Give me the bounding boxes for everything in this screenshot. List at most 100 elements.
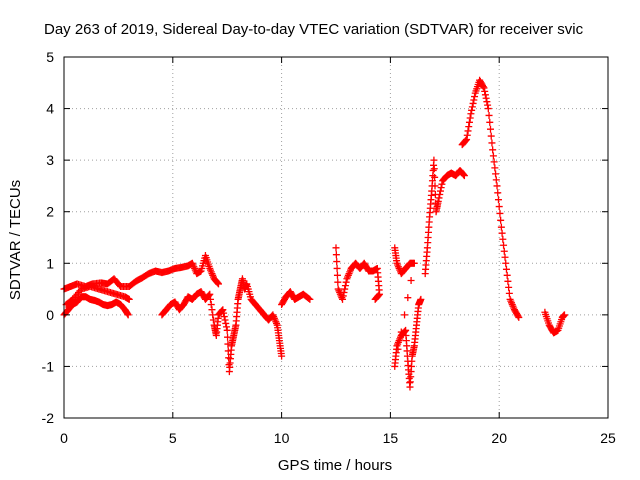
data-point [306, 295, 314, 303]
data-point [463, 136, 471, 144]
data-point [341, 282, 349, 290]
data-point [484, 101, 492, 109]
data-point [515, 313, 523, 321]
data-point [342, 278, 350, 286]
data-point [492, 170, 500, 178]
y-tick-label: 0 [46, 307, 54, 323]
data-point [407, 276, 415, 284]
data-point [496, 209, 504, 217]
data-point [488, 139, 496, 147]
data-series [541, 308, 568, 337]
y-tick-label: -1 [42, 358, 55, 374]
y-tick-label: 5 [46, 49, 54, 65]
data-point [497, 223, 505, 231]
data-point [278, 352, 286, 360]
data-point [208, 306, 216, 314]
data-point [333, 264, 341, 272]
data-point [401, 311, 409, 319]
data-point [305, 295, 313, 303]
x-tick-label: 10 [274, 430, 290, 446]
y-tick-label: 3 [46, 152, 54, 168]
data-point [465, 118, 473, 126]
data-point [482, 94, 490, 102]
data-point [486, 125, 494, 133]
data-point [492, 176, 500, 184]
data-point [371, 295, 379, 303]
data-point [468, 103, 476, 111]
data-point [460, 171, 468, 179]
data-point [489, 152, 497, 160]
data-point [333, 258, 341, 266]
plot-frame [63, 56, 609, 419]
data-point [431, 182, 439, 190]
data-point [471, 93, 479, 101]
data-point [437, 184, 445, 192]
data-point [220, 313, 228, 321]
data-point [222, 323, 230, 331]
data-point [485, 111, 493, 119]
x-tick-label: 0 [60, 430, 68, 446]
data-series [158, 275, 286, 376]
data-point [124, 311, 132, 319]
data-point [494, 196, 502, 204]
data-point [372, 295, 380, 303]
data-point [505, 289, 513, 297]
data-point [220, 309, 228, 317]
data-point [479, 83, 487, 91]
data-point [483, 98, 491, 106]
data-point [493, 182, 501, 190]
data-point [489, 146, 497, 154]
chart-title: Day 263 of 2019, Sidereal Day-to-day VTE… [44, 21, 584, 38]
data-series [421, 156, 468, 278]
data-series [391, 244, 425, 391]
data-point [206, 290, 214, 298]
data-point [333, 271, 341, 279]
data-point [505, 283, 513, 291]
data-point [481, 87, 489, 95]
data-point [410, 259, 418, 267]
data-point [341, 285, 349, 293]
data-point [223, 326, 231, 334]
data-point [484, 105, 492, 113]
data-point [209, 316, 217, 324]
data-point [560, 311, 568, 319]
data-point [502, 259, 510, 267]
data-point [470, 96, 478, 104]
data-point [463, 131, 471, 139]
data-point [500, 241, 508, 249]
data-point [219, 306, 227, 314]
data-point [417, 295, 425, 303]
x-tick-label: 25 [600, 430, 616, 446]
data-point [487, 132, 495, 140]
data-point [469, 99, 477, 107]
data-point [503, 271, 511, 279]
y-tick-label: -2 [42, 410, 55, 426]
data-point [431, 173, 439, 181]
data-point [500, 247, 508, 255]
x-tick-label: 5 [169, 430, 177, 446]
data-point [207, 295, 215, 303]
data-series [60, 293, 132, 319]
data-series [332, 244, 384, 303]
data-point [430, 156, 438, 164]
ticks-layer: 0 5 10 15 20 25 -2 -1 0 1 2 3 4 5 [42, 49, 616, 446]
data-point [404, 294, 412, 302]
data-point [494, 189, 502, 197]
data-point [434, 197, 442, 205]
data-point [207, 301, 215, 309]
data-point [491, 164, 499, 172]
y-tick-label: 2 [46, 204, 54, 220]
data-point [340, 289, 348, 297]
data-point [332, 251, 340, 259]
data-point [504, 277, 512, 285]
data-point [495, 203, 503, 211]
data-point [462, 136, 470, 144]
y-tick-label: 4 [46, 101, 54, 117]
data-point [214, 280, 222, 288]
data-point [436, 187, 444, 195]
data-point [435, 194, 443, 202]
data-series [62, 282, 133, 309]
data-point [497, 216, 505, 224]
y-tick-label: 1 [46, 255, 54, 271]
